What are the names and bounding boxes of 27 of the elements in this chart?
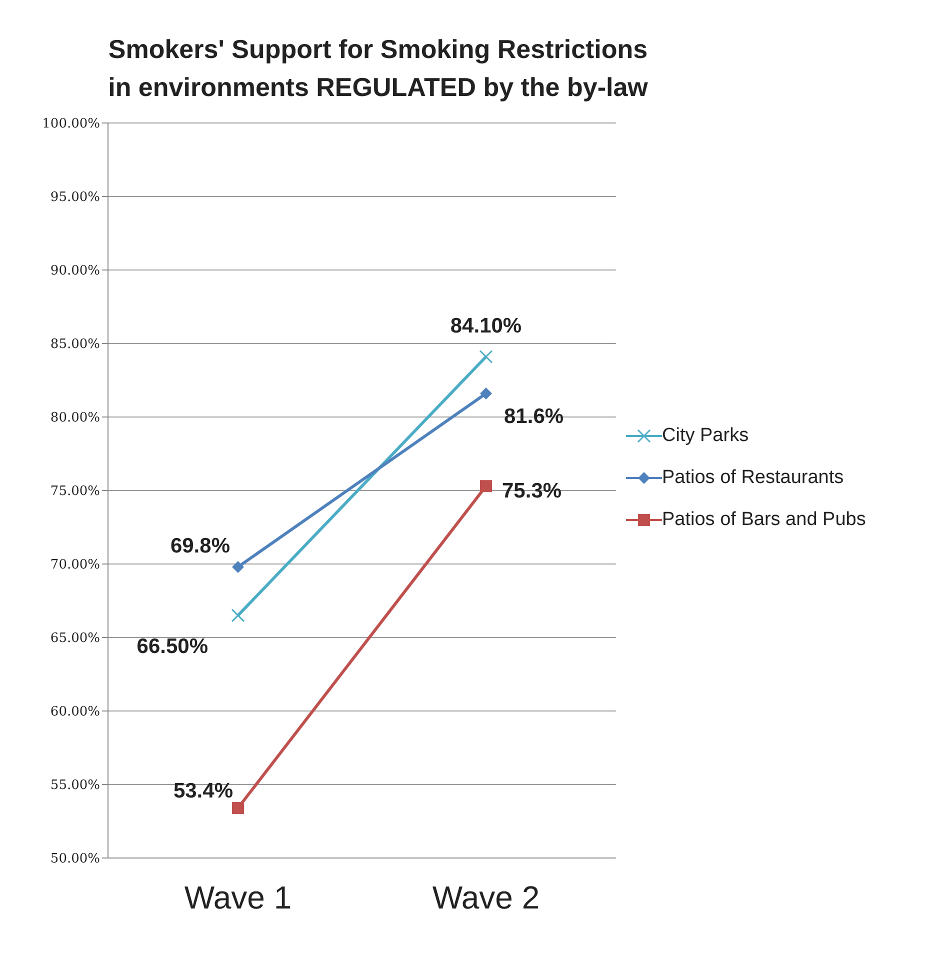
y-tick-label: 50.00% bbox=[50, 852, 100, 867]
data-label: 69.8% bbox=[170, 534, 230, 558]
y-tick-label: 90.00% bbox=[50, 264, 100, 279]
legend-label: Patios of Bars and Pubs bbox=[662, 509, 866, 531]
chart-title: Smokers' Support for Smoking Restrictions in environments REGULATED by the by-law bbox=[108, 33, 648, 104]
y-tick-label: 100.00% bbox=[42, 116, 100, 132]
point bbox=[480, 480, 492, 492]
data-label: 75.3% bbox=[502, 480, 562, 503]
data-label: 53.4% bbox=[173, 780, 234, 803]
data-label: 81.6% bbox=[504, 405, 564, 428]
y-tick-label: 95.00% bbox=[50, 190, 100, 206]
point bbox=[232, 560, 244, 573]
point bbox=[232, 802, 244, 814]
y-tick-label: 60.00% bbox=[50, 704, 100, 720]
data-label: 84.10% bbox=[450, 314, 522, 338]
y-tick-label: 85.00% bbox=[50, 337, 100, 352]
x-tick-label: Wave 1 bbox=[184, 880, 292, 916]
legend-label: City Parks bbox=[662, 425, 749, 447]
point bbox=[480, 387, 492, 400]
y-tick-label: 70.00% bbox=[50, 558, 100, 573]
y-tick-label: 75.00% bbox=[50, 484, 100, 500]
y-tick-label: 80.00% bbox=[50, 410, 100, 426]
x-tick-label: Wave 2 bbox=[432, 880, 540, 916]
data-label: 66.50% bbox=[136, 634, 208, 658]
y-tick-label: 65.00% bbox=[50, 631, 100, 646]
y-tick-label: 55.00% bbox=[50, 778, 100, 794]
legend-label: Patios of Restaurants bbox=[662, 467, 844, 489]
